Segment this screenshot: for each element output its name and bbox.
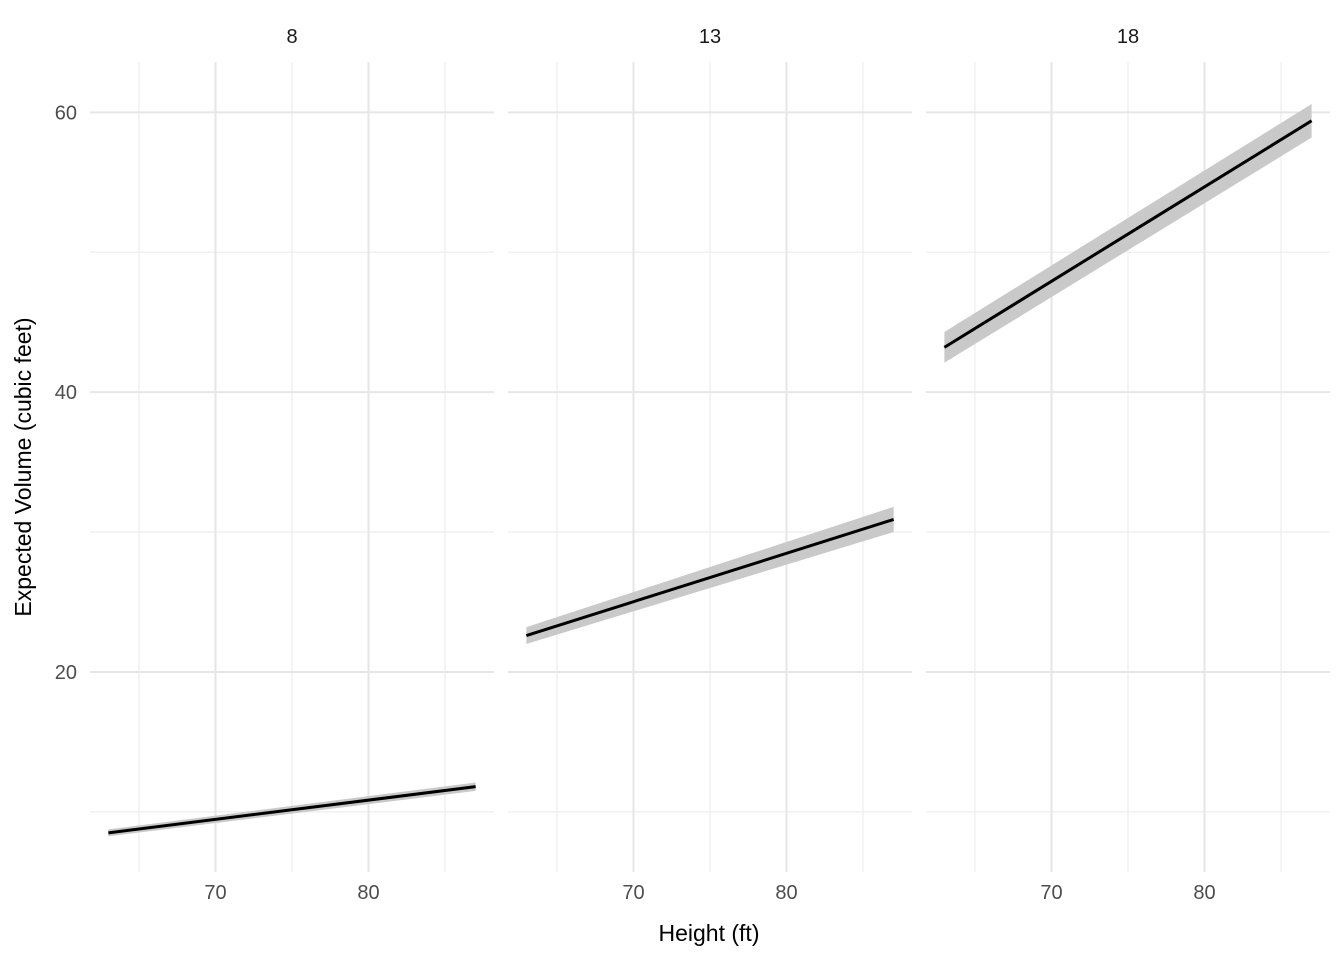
- x-tick-label: 70: [622, 882, 644, 904]
- y-tick-label: 60: [55, 102, 77, 124]
- x-tick-label: 80: [1193, 882, 1215, 904]
- fit-line: [943, 119, 1313, 349]
- facet-panel-18: 18 70 80: [926, 26, 1330, 904]
- x-tick-label: 70: [1040, 882, 1062, 904]
- fit-line: [525, 518, 895, 638]
- facet-panel-8: 8 70 80: [90, 26, 494, 904]
- fit-line: [108, 785, 476, 835]
- x-tick-label: 80: [775, 882, 797, 904]
- facet-panels: 8 70 80 13 70 80 18 70 80: [90, 26, 1330, 904]
- x-axis-title: Height (ft): [659, 920, 760, 946]
- facet-strip-label: 18: [1117, 26, 1139, 48]
- facet-strip-label: 8: [286, 26, 297, 48]
- facet-strip-label: 13: [699, 26, 721, 48]
- x-tick-label: 80: [357, 882, 379, 904]
- y-tick-label: 20: [55, 662, 77, 684]
- y-tick-label: 40: [55, 382, 77, 404]
- confidence-ribbon: [526, 506, 894, 644]
- facet-panel-13: 13 70 80: [508, 26, 912, 904]
- axis-tick-labels: 20 40 60: [55, 102, 77, 684]
- y-axis-title: Expected Volume (cubic feet): [10, 317, 36, 616]
- x-tick-label: 70: [204, 882, 226, 904]
